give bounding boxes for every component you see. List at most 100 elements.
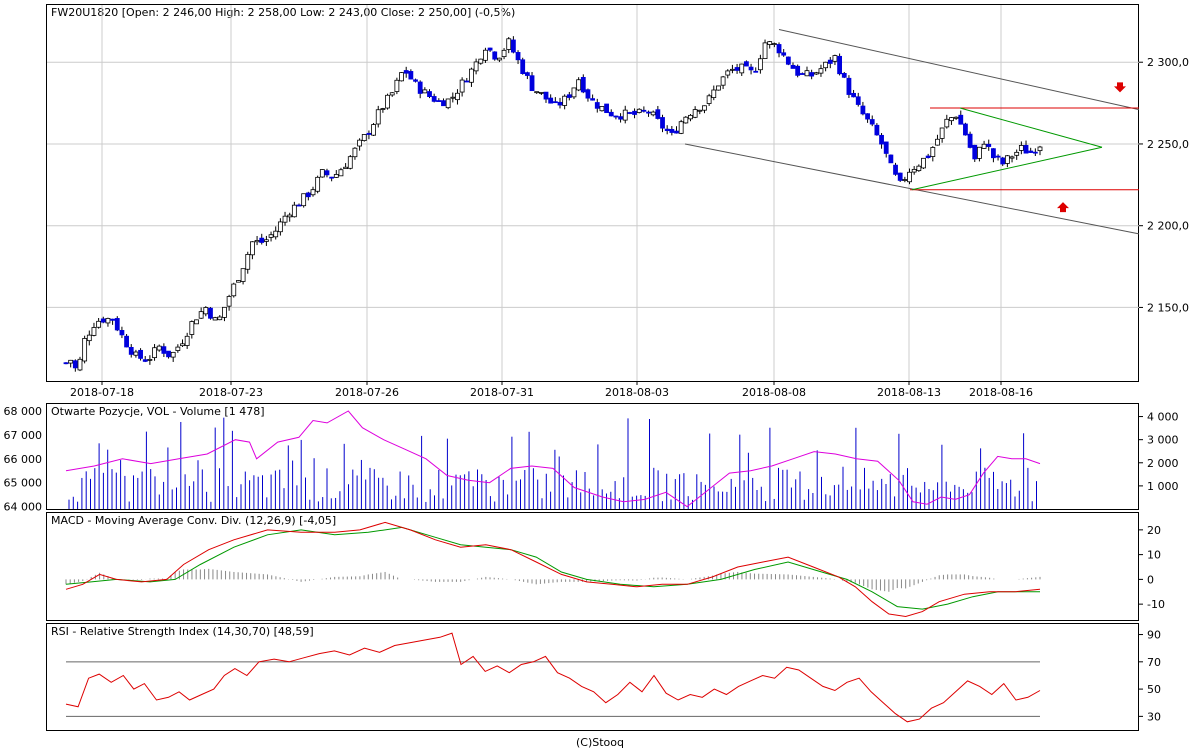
candle-body [580,76,586,93]
candle-body [562,95,568,106]
candle-body [483,49,488,61]
rsi-tick-label: 90 [1147,629,1161,642]
candle-body [413,79,418,82]
candle-body [198,311,204,319]
volume-left-tick-label: 64 000 [4,501,43,514]
candle-body [879,134,884,145]
candle-body [795,65,801,76]
candle-body [702,105,707,111]
price-x-tick-label: 2018-08-13 [877,386,941,399]
candle-body [720,76,726,86]
arrow-down-icon [1114,82,1126,93]
candle-body [100,318,106,323]
candle-body [189,321,195,335]
candle-body [655,109,661,119]
candle-body [785,56,791,65]
candle-body [203,307,209,315]
candle-body [394,79,400,92]
arrow-up-icon [1057,202,1069,213]
candle-body [706,95,712,104]
candle-body [417,81,423,94]
candle-body [841,73,847,78]
candle-body [804,70,810,77]
candle-body [650,111,656,116]
volume-right-tick-label: 4 000 [1147,411,1179,424]
price-y-tick-label: 2 300,0 [1147,56,1189,69]
candle-body [254,240,260,243]
macd-tick-label: 20 [1147,524,1161,537]
candle-body [459,79,465,93]
candle-body [683,116,689,124]
candle-body [263,239,269,242]
candle-body [319,169,325,178]
candle-body [716,85,721,91]
macd-tick-label: 10 [1147,549,1161,562]
candle-body [175,346,181,351]
candle-body [888,154,894,164]
candle-body [231,283,237,297]
candle-body [441,100,446,107]
candle-body [478,58,484,64]
candle-body [236,280,241,283]
candle-body [91,327,97,336]
candle-body [599,106,605,112]
candle-body [799,73,805,75]
candle-body [823,61,829,69]
price-x-tick-label: 2018-07-18 [70,386,134,399]
candle-body [492,51,498,60]
volume-right-tick-label: 1 000 [1147,480,1179,493]
volume-panel-title: Otwarte Pozycje, VOL - Volume [1 478] [51,405,265,418]
candle-body [874,124,880,136]
candle-body [133,351,139,356]
candle-body [534,91,540,94]
candle-body [352,147,358,158]
candle-body [184,335,190,346]
candle-body [548,97,554,104]
candle-body [1014,151,1020,156]
price-x-tick-label: 2018-08-16 [969,386,1033,399]
rsi-tick-label: 50 [1147,683,1161,696]
candle-body [371,124,376,136]
candle-body [86,334,92,342]
candle-body [520,59,526,74]
price-x-tick-label: 2018-07-31 [470,386,534,399]
candle-body [748,66,754,71]
channel-upper-trendline [778,29,1140,111]
candle-body [217,316,223,321]
candle-body [538,91,544,94]
candle-body [347,156,353,169]
candle-body [972,144,978,160]
candle-body [72,360,78,369]
candle-body [170,351,176,358]
macd-panel-title: MACD - Moving Average Conv. Div. (12,26,… [51,514,337,527]
candle-body [767,41,773,45]
candle-body [310,189,316,196]
candle-body [949,117,954,122]
candle-body [557,101,563,106]
candle-body [818,68,824,74]
candle-body [967,133,973,148]
candle-body [1009,156,1015,159]
candle-body [897,172,903,181]
candle-body [674,130,679,134]
candle-body [268,234,274,238]
candle-body [180,343,185,347]
candle-body [604,103,609,114]
candle-body [869,119,875,125]
candle-body [585,89,591,99]
candle-body [762,42,768,59]
candle-body [907,171,912,183]
candle-body [464,80,470,83]
price-x-tick-label: 2018-07-23 [199,386,263,399]
candle-body [422,89,428,94]
candle-body [361,134,367,141]
candle-body [506,38,512,50]
candle-body [916,165,922,172]
price-chart: 2018-07-18 2018-07-23 2018-07-26 2018-07-31… [47,5,1189,399]
candle-body [981,143,987,149]
candle-body [613,115,619,118]
candle-body [594,102,600,109]
candle-body [529,75,535,92]
candle-body [771,43,777,45]
candle-body [282,215,288,223]
